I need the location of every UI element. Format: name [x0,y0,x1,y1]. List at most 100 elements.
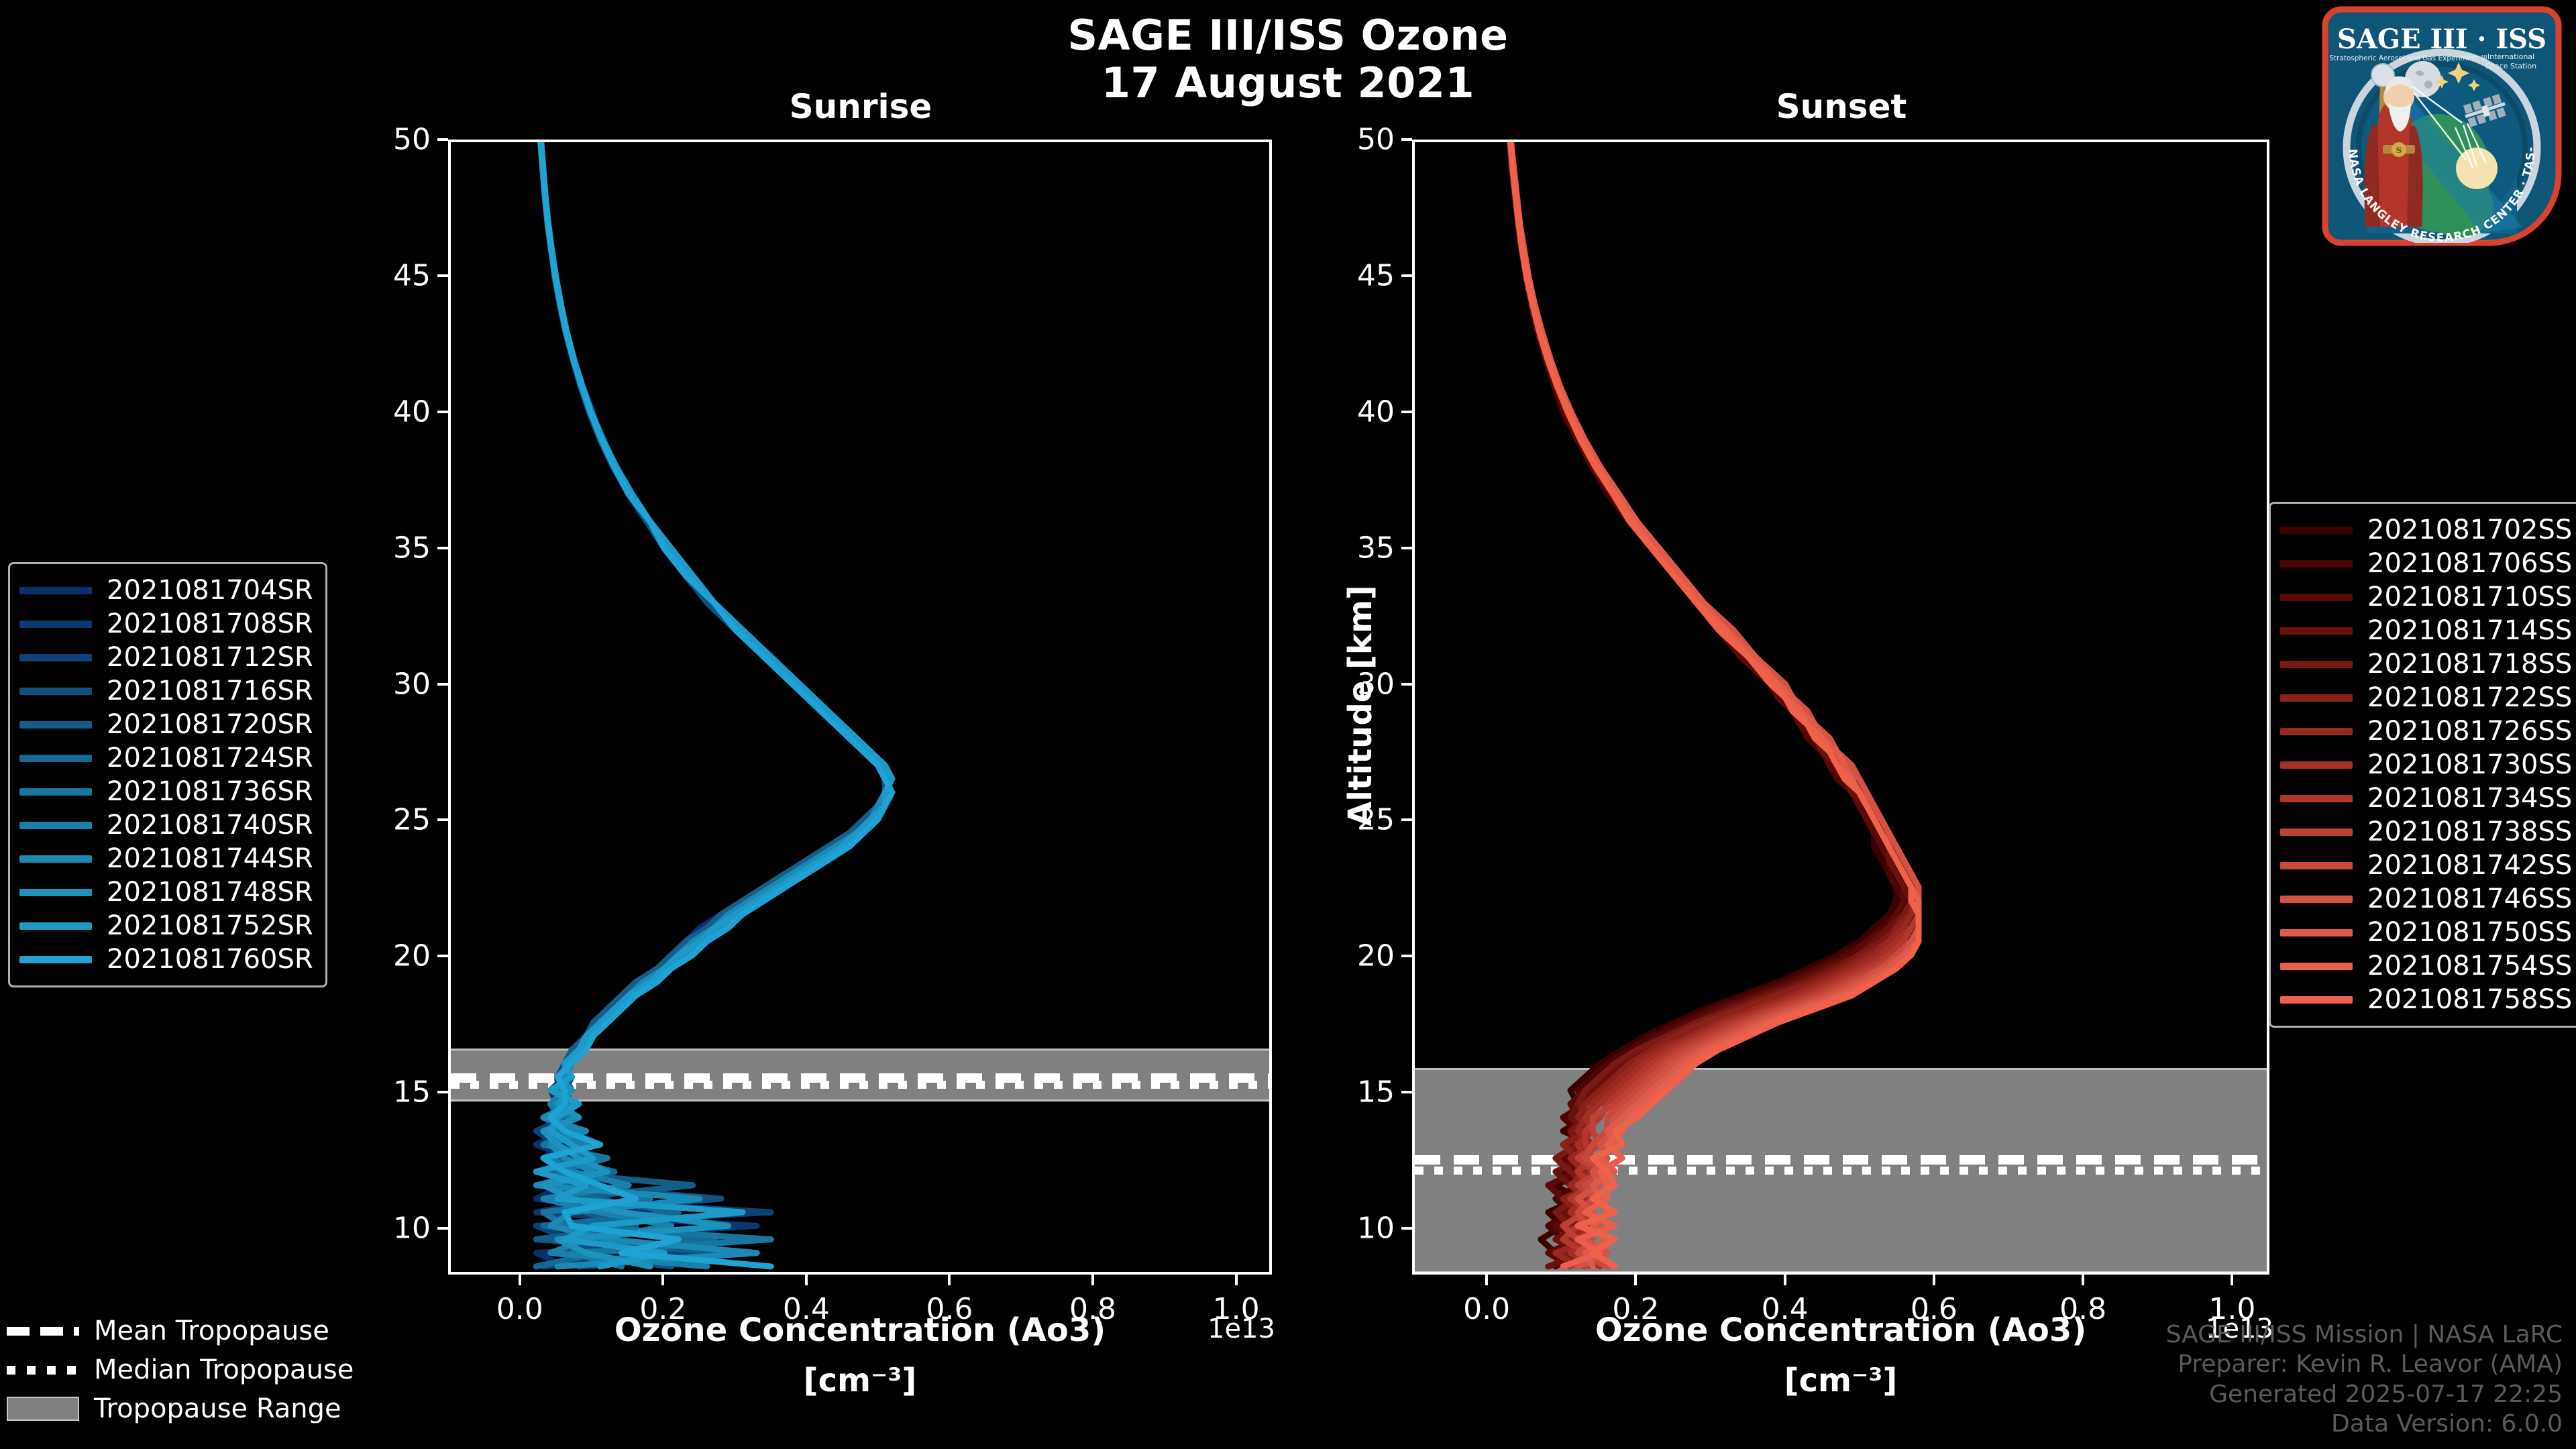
y-tick-mark [437,138,448,141]
legend-item-mean-tropopause: Mean Tropopause [7,1311,354,1350]
series-line [1506,142,1900,1270]
series-line [1507,142,1922,1270]
credits-block: SAGE III/ISS Mission | NASA LaRC Prepare… [2166,1320,2563,1440]
sage-iii-iss-mission-logo: S SAGE III · ISS Stratospheric Aerosol a… [2321,5,2563,247]
x-tick-label: 0.0 [1463,1292,1511,1326]
line-swatch-icon [19,922,92,930]
y-tick-mark [437,546,448,549]
sunset-legend-label: 2021081714SS [2367,615,2573,646]
y-tick-label: 15 [393,1075,431,1110]
logo-subtitle-left: Stratospheric Aerosol and Gas Experiment… [2329,54,2487,62]
series-line [533,142,896,1270]
series-line [1507,142,1915,1270]
dashed-line-icon [7,1326,79,1336]
y-tick-label: 35 [1357,531,1395,566]
sunrise-events-legend[interactable]: 2021081704SR 2021081708SR 2021081712SR 2021… [8,562,327,987]
line-swatch-icon [2280,660,2353,668]
sunset-events-legend[interactable]: 2021081702SS 2021081706SS 2021081710SS 2021… [2269,502,2576,1028]
sunrise-legend-label: 2021081716SR [107,676,313,706]
sunrise-legend-label: 2021081708SR [107,608,313,639]
sunset-legend-label: 2021081710SS [2367,582,2573,612]
sunrise-legend-item[interactable]: 2021081712SR [19,641,313,674]
sunset-legend-item[interactable]: 2021081710SS [2280,580,2572,614]
sunset-legend-item[interactable]: 2021081702SS [2280,513,2572,547]
sunset-legend-label: 2021081726SS [2367,716,2573,747]
sunset-legend-item[interactable]: 2021081726SS [2280,714,2572,748]
line-swatch-icon [2280,828,2353,836]
sunrise-legend-label: 2021081736SR [107,776,313,807]
line-swatch-icon [2280,727,2353,735]
y-tick-mark [1401,955,1412,958]
y-tick-label: 30 [393,667,431,701]
line-swatch-icon [2280,526,2353,534]
x-tick-mark [518,1275,521,1285]
line-swatch-icon [2280,928,2353,936]
sunrise-legend-label: 2021081760SR [107,944,313,975]
sunset-legend-item[interactable]: 2021081718SS [2280,647,2572,681]
sunset-legend-item[interactable]: 2021081758SS [2280,983,2572,1016]
series-line [538,142,896,1270]
sunset-legend-item[interactable]: 2021081750SS [2280,916,2572,949]
series-line [1507,142,1915,1270]
series-line [1506,142,1907,1270]
sunset-legend-item[interactable]: 2021081754SS [2280,949,2572,983]
sunset-legend-item[interactable]: 2021081730SS [2280,748,2572,782]
sunset-legend-item[interactable]: 2021081722SS [2280,681,2572,714]
line-swatch-icon [2280,694,2353,702]
y-tick-mark [1401,138,1412,141]
logo-subtitle-right-1: International [2487,52,2534,61]
line-swatch-icon [19,620,92,628]
x-tick-mark [1234,1275,1238,1285]
legend-label-median-tropopause: Median Tropopause [94,1354,354,1385]
line-swatch-icon [19,788,92,796]
sunrise-legend-item[interactable]: 2021081752SR [19,909,313,943]
title-line-2: 17 August 2021 [1101,58,1475,107]
sunrise-legend-item[interactable]: 2021081704SR [19,574,313,607]
sunrise-legend-label: 2021081744SR [107,843,313,874]
dotted-line-icon [7,1365,79,1375]
sunset-legend-label: 2021081734SS [2367,783,2573,814]
sunset-legend-item[interactable]: 2021081734SS [2280,782,2572,815]
sunrise-legend-item[interactable]: 2021081736SR [19,775,313,808]
credits-data-version: Data Version: 6.0.0 [2331,1410,2563,1438]
series-line [533,142,896,1270]
sunrise-legend-item[interactable]: 2021081760SR [19,943,313,976]
sunrise-legend-label: 2021081712SR [107,642,313,673]
line-swatch-icon [2280,962,2353,970]
y-tick-mark [1401,410,1412,413]
sunrise-legend-item[interactable]: 2021081724SR [19,741,313,775]
x-tick-label: 0.8 [1069,1292,1117,1326]
y-tick-label: 30 [1357,667,1395,701]
line-swatch-icon [2280,559,2353,568]
sunset-legend-label: 2021081758SS [2367,984,2573,1015]
sunset-legend-item[interactable]: 2021081746SS [2280,882,2572,916]
y-tick-label: 45 [1357,258,1395,293]
y-tick-label: 50 [393,122,431,157]
series-line [537,142,896,1270]
sunset-legend-item[interactable]: 2021081742SS [2280,849,2572,882]
sunset-panel-title: Sunset [1776,87,1907,126]
y-tick-mark [1401,546,1412,549]
sunrise-legend-item[interactable]: 2021081708SR [19,607,313,641]
x-tick-label: 0.4 [1761,1292,1809,1326]
sunrise-legend-item[interactable]: 2021081748SR [19,875,313,909]
legend-item-tropopause-range: Tropopause Range [7,1389,354,1428]
y-tick-mark [437,818,448,822]
sunset-legend-label: 2021081702SS [2367,515,2573,545]
sunrise-legend-item[interactable]: 2021081744SR [19,842,313,875]
sunset-legend-item[interactable]: 2021081714SS [2280,614,2572,647]
logo-subtitle-right-2: Space Station [2485,62,2536,70]
x-tick-mark [2082,1275,2085,1285]
sunrise-series-lines [533,142,896,1270]
y-tick-mark [437,410,448,413]
sunset-legend-label: 2021081746SS [2367,883,2573,914]
sunrise-plot-area [448,140,1272,1275]
sunrise-legend-item[interactable]: 2021081740SR [19,808,313,842]
sunset-legend-item[interactable]: 2021081706SS [2280,547,2572,580]
sunrise-legend-item[interactable]: 2021081716SR [19,674,313,708]
sunset-legend-item[interactable]: 2021081738SS [2280,815,2572,849]
median-tropopause-line-right [1415,1166,2267,1175]
y-tick-label: 15 [1357,1075,1395,1110]
mean-tropopause-line-right [1415,1155,2267,1165]
sunrise-legend-item[interactable]: 2021081720SR [19,708,313,741]
